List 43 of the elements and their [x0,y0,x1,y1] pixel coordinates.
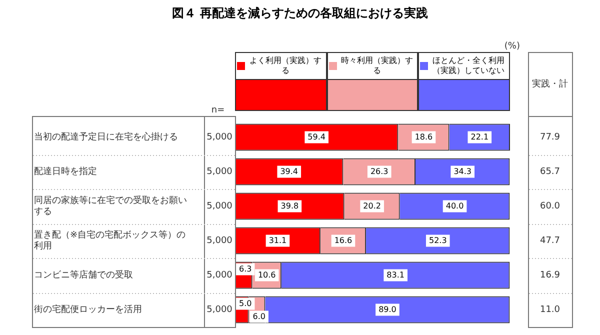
data-label: 22.1 [470,132,489,142]
text: 60.0 [540,202,560,212]
text: 5,000 [206,305,233,316]
legend-label: 時々利用（実践）する [340,56,414,76]
y-tick-label: 配達日時を指定 [34,166,97,178]
y-tick-label: 当初の配達予定日に在宅を心掛ける [34,132,178,143]
text: 47.7 [540,236,560,246]
legend-label: ほとんど・全く利用（実践）していない [432,56,506,76]
data-label: 34.3 [454,166,472,176]
data-label: 83.1 [386,270,404,280]
y-tick-label: 街の宅配便ロッカーを活用 [34,304,142,316]
text: n= [211,105,225,116]
text: 5,000 [206,236,233,246]
data-label: 39.8 [280,201,299,210]
data-label: 18.6 [414,132,433,142]
text: 5,000 [206,167,233,178]
text: 5,000 [206,270,233,281]
data-label: 31.1 [268,236,287,245]
data-label: 26.3 [370,166,388,176]
data-label: 6.3 [238,264,252,274]
legend-label: よく利用（実践）する [248,56,322,76]
data-label: 10.6 [258,270,276,280]
data-label: 59.4 [308,132,326,142]
text: 65.7 [540,167,560,178]
data-label: 89.0 [378,304,396,314]
text: 77.9 [540,132,560,143]
data-label: 16.6 [334,236,352,245]
text: 実践・計 [532,78,568,90]
y-tick-label: 置き配（※自宅の宅配ボックス等）の利用 [34,230,186,252]
y-tick-label: 同居の家族等に在宅での受取をお願いする [34,195,187,217]
data-label: 20.2 [363,201,381,210]
data-label: 39.4 [280,166,298,176]
text: 5,000 [206,132,233,143]
data-label: 6.0 [252,312,266,321]
data-label: 5.0 [238,298,252,308]
y-tick-label: コンビニ等店舗での受取 [34,270,133,281]
chart-title: 図４ 再配達を減らすための各取組における実践 [172,6,428,20]
data-label: 40.0 [446,201,464,210]
text: 5,000 [206,202,233,212]
text: 11.0 [540,305,560,316]
text: 16.9 [540,270,560,281]
data-label: 52.3 [428,236,447,245]
text: (%) [504,41,520,52]
